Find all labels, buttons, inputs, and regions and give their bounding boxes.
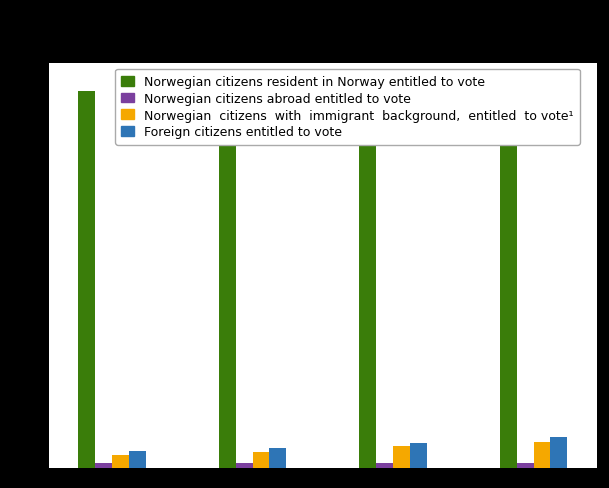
- Bar: [112, 455, 129, 468]
- Bar: [533, 442, 551, 468]
- Bar: [500, 124, 516, 468]
- Bar: [269, 447, 286, 468]
- Bar: [253, 452, 269, 468]
- Bar: [376, 463, 393, 468]
- Bar: [78, 92, 95, 468]
- Bar: [551, 438, 568, 468]
- Bar: [359, 112, 376, 468]
- Bar: [516, 463, 533, 468]
- Bar: [410, 443, 427, 468]
- Bar: [219, 95, 236, 468]
- Bar: [236, 463, 253, 468]
- Bar: [393, 447, 410, 468]
- Legend: Norwegian citizens resident in Norway entitled to vote, Norwegian citizens abroa: Norwegian citizens resident in Norway en…: [115, 70, 580, 145]
- Bar: [129, 451, 146, 468]
- Bar: [95, 464, 112, 468]
